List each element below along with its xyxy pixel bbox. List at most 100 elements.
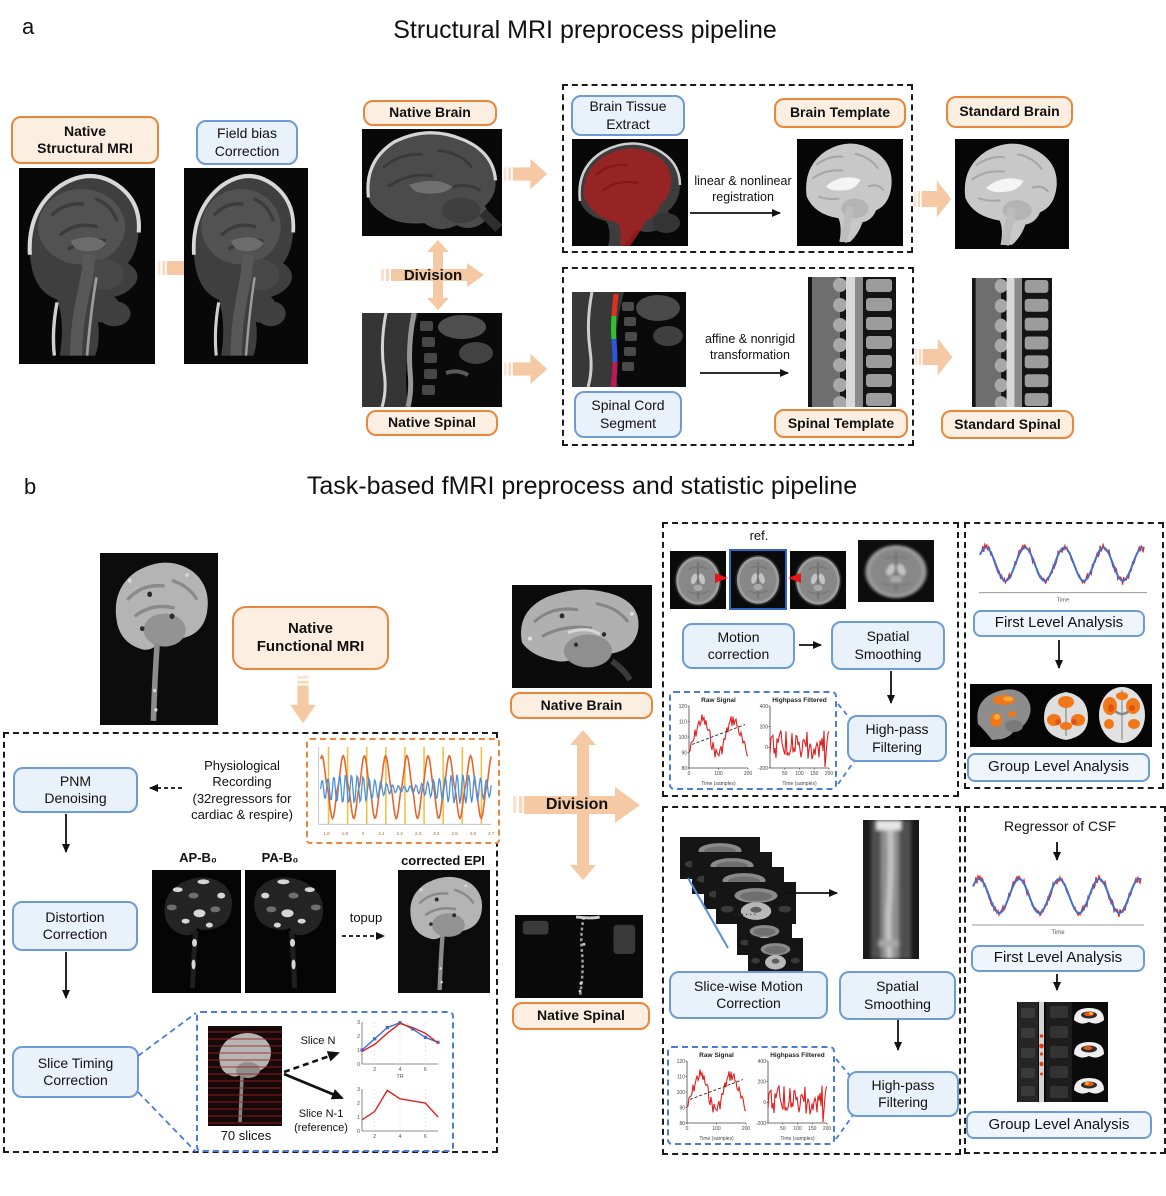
node-first-level-brain: First Level Analysis bbox=[973, 610, 1145, 637]
arrow-first-to-group-spinal bbox=[1053, 974, 1061, 991]
svg-text:0: 0 bbox=[765, 745, 768, 751]
svg-text:200: 200 bbox=[744, 771, 753, 777]
svg-text:100: 100 bbox=[679, 735, 688, 741]
svg-text:110: 110 bbox=[679, 719, 687, 725]
label-affine-transformation: affine & nonrigid transformation bbox=[704, 332, 796, 362]
svg-text:0: 0 bbox=[688, 771, 691, 777]
image-spinal-cord-segment bbox=[572, 292, 686, 387]
node-motion-correction: Motion correction bbox=[682, 623, 795, 669]
svg-text:2: 2 bbox=[373, 1134, 376, 1140]
svg-text:2.7: 2.7 bbox=[488, 831, 495, 836]
image-native-functional-mri bbox=[100, 553, 218, 725]
arrow-pnm-to-distortion bbox=[62, 814, 70, 853]
node-spatial-smoothing-brain: Spatial Smoothing bbox=[831, 621, 945, 670]
label-slice-ref: Slice N-1 (reference) bbox=[294, 1108, 348, 1134]
svg-text:2.3: 2.3 bbox=[415, 831, 422, 836]
svg-text:50: 50 bbox=[780, 1126, 786, 1132]
svg-text:100: 100 bbox=[677, 1090, 686, 1096]
svg-text:100: 100 bbox=[714, 771, 723, 777]
node-spinal-cord-segment: Spinal Cord Segment bbox=[574, 391, 682, 438]
image-axial-ref bbox=[729, 549, 787, 610]
slice-timing-callout-lines bbox=[137, 1012, 197, 1153]
svg-text:-200: -200 bbox=[756, 1121, 766, 1127]
svg-text:TR: TR bbox=[396, 1074, 403, 1080]
svg-text:400: 400 bbox=[760, 704, 769, 710]
svg-text:90: 90 bbox=[681, 750, 687, 756]
image-brain-template bbox=[797, 139, 903, 246]
raw-signal-plot-brain: Raw Signal 120 110 100 90 80 0 100 200 Time (samp… bbox=[673, 695, 753, 787]
arrow-to-standard-spinal bbox=[915, 334, 953, 380]
svg-text:0: 0 bbox=[763, 1100, 766, 1106]
node-first-level-spinal: First Level Analysis bbox=[971, 945, 1145, 972]
svg-text:Time (samples): Time (samples) bbox=[782, 781, 817, 787]
slice-n-plot: 3 2 1 0 2 4 6 TR bbox=[350, 1016, 446, 1080]
svg-text:100: 100 bbox=[712, 1126, 721, 1132]
arrow-linear-registration bbox=[690, 209, 781, 217]
svg-text:120: 120 bbox=[677, 1059, 686, 1065]
raw-signal-plot-spinal: Raw Signal 120 110 100 90 80 0 100 200 Time (samp… bbox=[671, 1050, 751, 1142]
svg-text:6: 6 bbox=[424, 1067, 427, 1073]
arrow-motion-to-smoothing bbox=[799, 641, 822, 649]
label-regressor-csf: Regressor of CSF bbox=[1003, 818, 1117, 834]
dashed-box-spinal-stats bbox=[964, 806, 1166, 1154]
division-cross-b bbox=[513, 730, 641, 880]
svg-text:1: 1 bbox=[357, 1115, 360, 1121]
svg-text:100: 100 bbox=[793, 1126, 802, 1132]
slice-timing-detail-box bbox=[196, 1011, 454, 1152]
svg-text:1.8: 1.8 bbox=[323, 831, 330, 836]
node-spinal-template: Spinal Template bbox=[774, 409, 908, 438]
arrow-physio-to-pnm bbox=[149, 784, 182, 792]
image-native-spinal-a bbox=[362, 313, 502, 407]
svg-text:2: 2 bbox=[357, 1034, 360, 1040]
division-cross-a bbox=[381, 240, 485, 310]
glm-wave-brain: Time bbox=[975, 536, 1151, 612]
highpass-plot-brain: Highpass Filtered 400 200 0 -200 50 100 150 200 T… bbox=[755, 695, 833, 787]
svg-text:80: 80 bbox=[681, 766, 687, 772]
svg-text:1.9: 1.9 bbox=[342, 831, 349, 836]
svg-text:Highpass Filtered: Highpass Filtered bbox=[772, 697, 827, 704]
svg-text:200: 200 bbox=[742, 1126, 751, 1132]
dashed-box-spinal-registration bbox=[562, 267, 914, 446]
svg-text:6: 6 bbox=[424, 1134, 427, 1140]
arrow-smoothing-to-highpass-brain bbox=[887, 671, 895, 704]
label-linear-registration: linear & nonlinear registration bbox=[694, 174, 792, 204]
arrow-to-slice-ref bbox=[283, 1072, 344, 1100]
image-native-brain-a bbox=[362, 129, 502, 236]
division-label-a: Division bbox=[403, 266, 463, 284]
svg-text:120: 120 bbox=[679, 704, 688, 710]
svg-text:100: 100 bbox=[795, 771, 804, 777]
image-pa-b0 bbox=[245, 870, 336, 993]
svg-text:2.1: 2.1 bbox=[378, 831, 385, 836]
dashed-box-brain-stats bbox=[964, 522, 1164, 789]
svg-text:2: 2 bbox=[357, 1101, 360, 1107]
image-70-slices bbox=[208, 1026, 282, 1126]
dashed-box-spinal-fmri bbox=[662, 806, 961, 1155]
svg-text:200: 200 bbox=[760, 724, 769, 730]
arrow-affine-transformation bbox=[700, 369, 789, 377]
red-arrow-right-to-ref bbox=[788, 573, 801, 583]
image-spinal-column-smoothed bbox=[863, 820, 919, 959]
arrow-brain-to-extract bbox=[504, 155, 548, 193]
image-ap-b0 bbox=[152, 870, 241, 993]
svg-text:0: 0 bbox=[357, 1129, 360, 1135]
svg-text:2.6: 2.6 bbox=[470, 831, 477, 836]
arrow-topup bbox=[342, 932, 385, 940]
svg-text:150: 150 bbox=[810, 771, 819, 777]
svg-text:400: 400 bbox=[758, 1059, 767, 1065]
arrow-to-standard-brain bbox=[914, 176, 952, 222]
svg-text:4: 4 bbox=[398, 1134, 401, 1140]
node-standard-spinal: Standard Spinal bbox=[941, 410, 1074, 439]
image-bias-corrected-mri bbox=[184, 168, 308, 364]
image-corrected-epi bbox=[398, 870, 490, 993]
label-ap-b0: AP-B₀ bbox=[179, 850, 217, 865]
image-spinal-template bbox=[808, 277, 896, 407]
svg-text:90: 90 bbox=[679, 1105, 685, 1111]
node-highpass-spinal: High-pass Filtering bbox=[847, 1071, 959, 1117]
dashed-box-fmri-preprocess bbox=[3, 732, 498, 1153]
svg-text:2.4: 2.4 bbox=[433, 831, 440, 836]
stack-diagonal-line bbox=[687, 877, 729, 949]
node-pnm-denoising: PNM Denoising bbox=[13, 767, 138, 813]
node-brain-template: Brain Template bbox=[774, 98, 906, 128]
svg-text:50: 50 bbox=[782, 771, 788, 777]
